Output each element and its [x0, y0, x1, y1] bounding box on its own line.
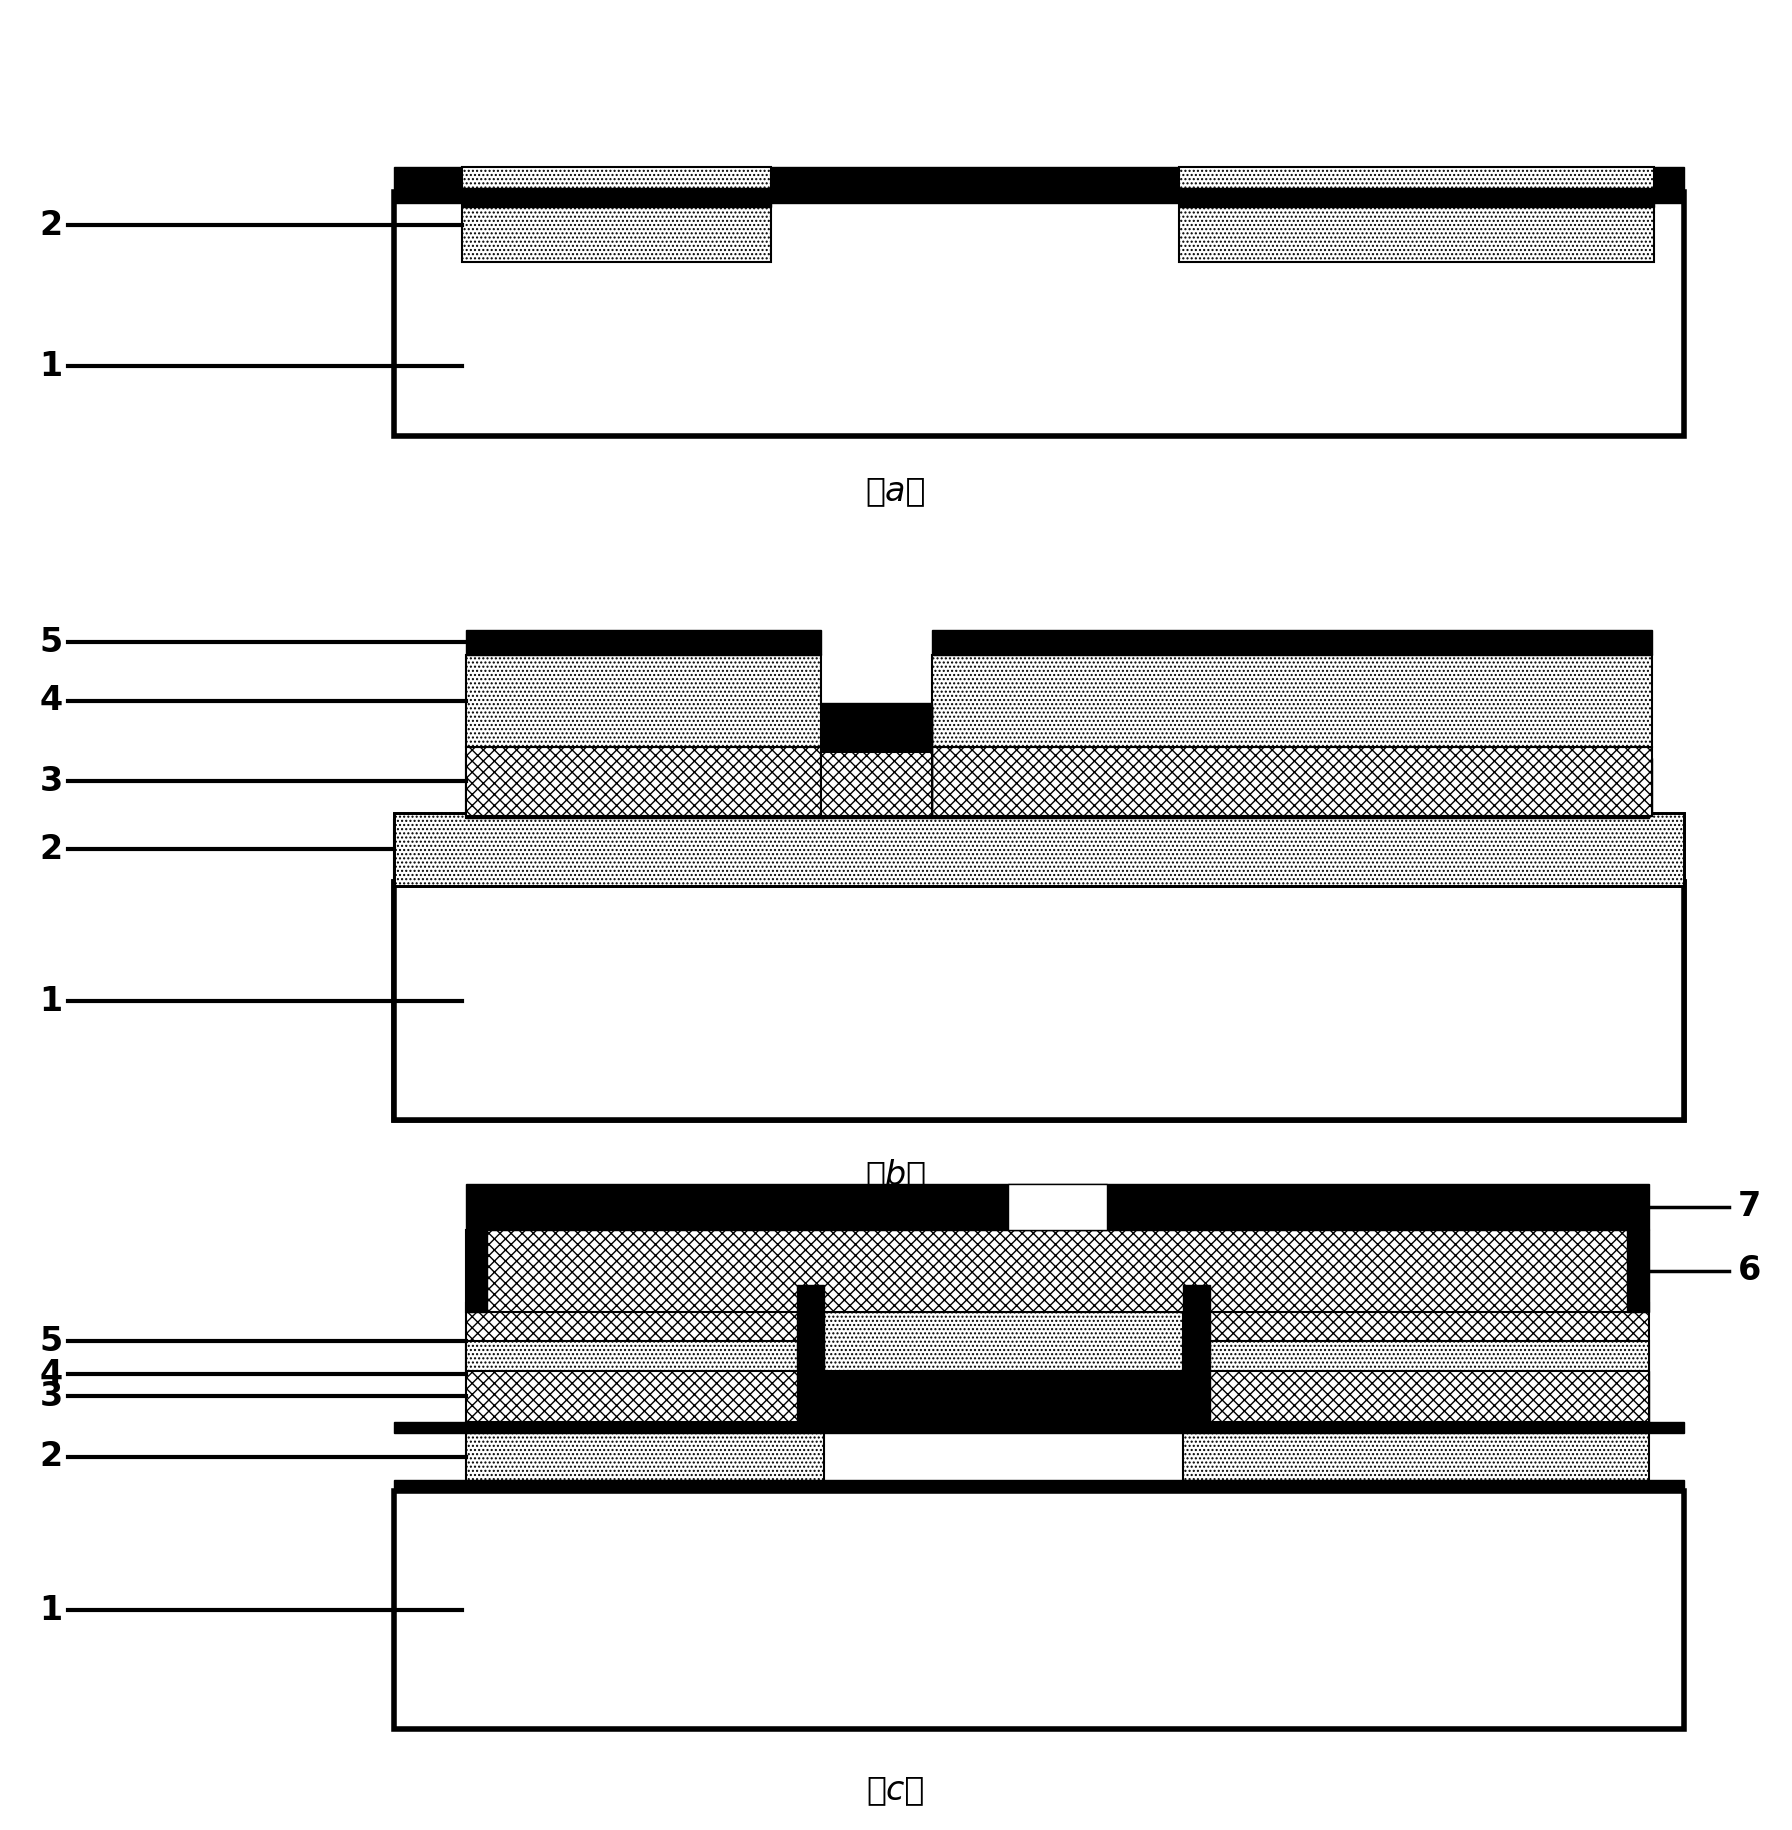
Bar [821, 703, 932, 816]
Bar [932, 758, 1652, 816]
Bar [932, 630, 1652, 655]
Bar [466, 747, 821, 816]
Bar [824, 1312, 1183, 1371]
Bar [1179, 167, 1654, 262]
Text: 3: 3 [39, 1380, 63, 1413]
Text: 3: 3 [39, 765, 63, 798]
Text: 1: 1 [39, 350, 63, 382]
Bar [466, 758, 821, 816]
Bar [394, 167, 1684, 203]
Bar [932, 767, 1649, 818]
Bar [1183, 1422, 1649, 1491]
Bar [466, 1230, 1649, 1312]
Bar [466, 1341, 824, 1371]
Bar [394, 816, 1684, 827]
Bar [394, 882, 1684, 1120]
Text: 1: 1 [39, 1594, 63, 1627]
Text: 5: 5 [39, 626, 63, 659]
Bar [821, 767, 824, 818]
Text: 1: 1 [39, 985, 63, 1017]
Text: 2: 2 [39, 833, 63, 866]
Text: （b）: （b） [866, 1158, 926, 1191]
Text: 2: 2 [39, 1440, 63, 1473]
Bar [394, 813, 1684, 886]
Bar [394, 1491, 1684, 1729]
Bar [466, 754, 824, 818]
Bar [466, 1371, 1649, 1422]
Text: 6: 6 [1738, 1254, 1762, 1288]
Bar [466, 1303, 824, 1422]
Bar [1183, 1341, 1649, 1371]
Bar [932, 747, 1652, 816]
Text: 5: 5 [39, 1325, 63, 1358]
Bar [1179, 188, 1654, 207]
Bar [466, 655, 821, 747]
Text: 2: 2 [39, 209, 63, 242]
Bar [466, 1230, 487, 1312]
Bar [394, 820, 1684, 882]
Bar [462, 167, 771, 262]
Bar [394, 1480, 1684, 1491]
Text: 4: 4 [39, 1358, 63, 1391]
Bar [394, 1422, 1684, 1433]
Bar [466, 630, 821, 655]
Bar [932, 754, 1649, 818]
Bar [462, 188, 771, 207]
Bar [1183, 1285, 1210, 1422]
Bar [726, 754, 932, 818]
Bar [466, 1184, 1649, 1230]
Bar [466, 767, 824, 818]
Text: （a）: （a） [866, 474, 926, 507]
Bar [394, 192, 1684, 436]
Bar [1009, 1184, 1107, 1230]
Text: 7: 7 [1738, 1190, 1762, 1224]
Text: 4: 4 [39, 684, 63, 717]
Bar [824, 708, 932, 818]
Bar [797, 1285, 824, 1422]
Bar [394, 882, 1684, 1120]
Bar [1627, 1230, 1649, 1312]
Bar [821, 752, 932, 816]
Text: （c）: （c） [867, 1773, 925, 1806]
Bar [932, 655, 1652, 747]
Bar [394, 813, 1684, 886]
Bar [1183, 1303, 1649, 1422]
Bar [394, 871, 1684, 886]
Bar [466, 1422, 824, 1491]
